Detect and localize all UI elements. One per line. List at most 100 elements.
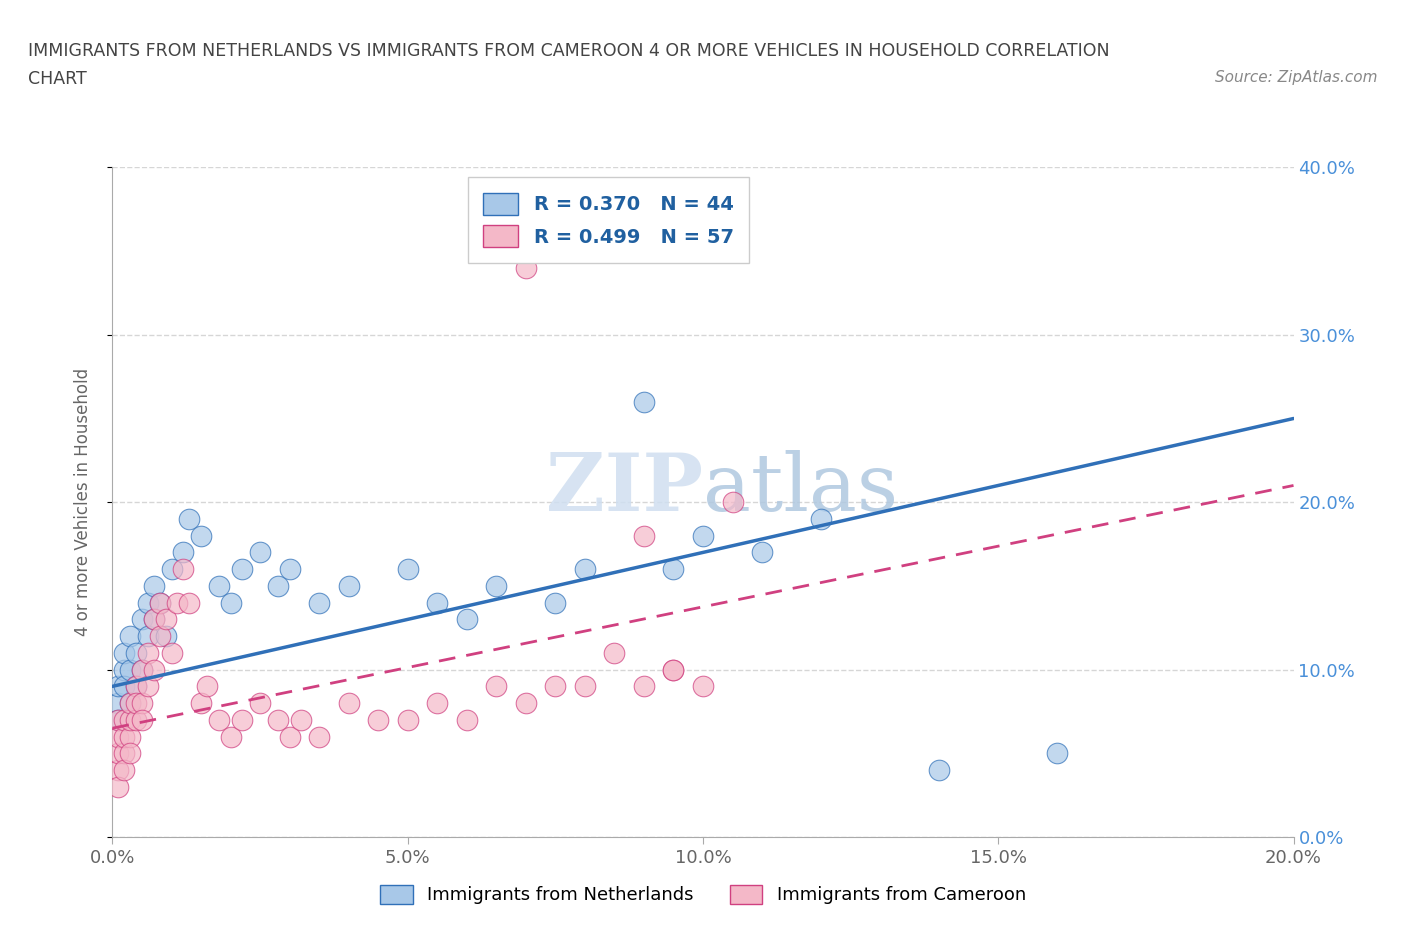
Point <box>136 645 159 660</box>
Point <box>107 729 129 744</box>
Point <box>120 629 142 644</box>
Point <box>107 712 129 727</box>
Point <box>107 779 129 794</box>
Point <box>574 679 596 694</box>
Point <box>290 712 312 727</box>
Point <box>267 578 290 593</box>
Point <box>515 260 537 275</box>
Point <box>721 495 744 510</box>
Point <box>219 595 242 610</box>
Point <box>308 595 330 610</box>
Point <box>112 763 135 777</box>
Point <box>456 712 478 727</box>
Point <box>396 712 419 727</box>
Point <box>142 662 165 677</box>
Text: atlas: atlas <box>703 450 898 528</box>
Point <box>120 662 142 677</box>
Point <box>337 578 360 593</box>
Point <box>172 562 194 577</box>
Point <box>249 696 271 711</box>
Point <box>179 595 201 610</box>
Point <box>149 629 172 644</box>
Point <box>692 528 714 543</box>
Y-axis label: 4 or more Vehicles in Household: 4 or more Vehicles in Household <box>73 368 91 636</box>
Point <box>107 763 129 777</box>
Point <box>396 562 419 577</box>
Point <box>142 612 165 627</box>
Point <box>125 645 148 660</box>
Point <box>692 679 714 694</box>
Point <box>751 545 773 560</box>
Point <box>136 595 159 610</box>
Text: ZIP: ZIP <box>546 450 703 528</box>
Point <box>426 696 449 711</box>
Point <box>190 528 212 543</box>
Point <box>131 696 153 711</box>
Point <box>231 562 253 577</box>
Point <box>515 696 537 711</box>
Point <box>112 679 135 694</box>
Point <box>219 729 242 744</box>
Point <box>125 679 148 694</box>
Point <box>142 578 165 593</box>
Text: Source: ZipAtlas.com: Source: ZipAtlas.com <box>1215 70 1378 85</box>
Point <box>278 729 301 744</box>
Point <box>136 679 159 694</box>
Point <box>267 712 290 727</box>
Point <box>179 512 201 526</box>
Point <box>1046 746 1069 761</box>
Point <box>107 746 129 761</box>
Point <box>160 645 183 660</box>
Point <box>112 746 135 761</box>
Point <box>107 696 129 711</box>
Point <box>107 712 129 727</box>
Point <box>633 679 655 694</box>
Point <box>120 729 142 744</box>
Point <box>485 679 508 694</box>
Point <box>367 712 389 727</box>
Text: IMMIGRANTS FROM NETHERLANDS VS IMMIGRANTS FROM CAMEROON 4 OR MORE VEHICLES IN HO: IMMIGRANTS FROM NETHERLANDS VS IMMIGRANT… <box>28 42 1109 60</box>
Point <box>149 595 172 610</box>
Point <box>112 645 135 660</box>
Point <box>249 545 271 560</box>
Point <box>107 679 129 694</box>
Point <box>155 612 177 627</box>
Legend: Immigrants from Netherlands, Immigrants from Cameroon: Immigrants from Netherlands, Immigrants … <box>373 878 1033 911</box>
Point <box>231 712 253 727</box>
Point <box>131 612 153 627</box>
Point <box>155 629 177 644</box>
Point <box>172 545 194 560</box>
Point <box>120 696 142 711</box>
Point <box>112 712 135 727</box>
Point <box>662 662 685 677</box>
Point <box>337 696 360 711</box>
Point <box>208 578 231 593</box>
Point <box>112 662 135 677</box>
Point <box>125 712 148 727</box>
Point <box>544 595 567 610</box>
Point <box>112 729 135 744</box>
Point <box>662 562 685 577</box>
Point <box>136 629 159 644</box>
Point <box>160 562 183 577</box>
Point <box>120 712 142 727</box>
Point <box>208 712 231 727</box>
Point <box>662 662 685 677</box>
Point <box>633 528 655 543</box>
Point <box>131 712 153 727</box>
Text: CHART: CHART <box>28 70 87 87</box>
Point <box>810 512 832 526</box>
Point <box>603 645 626 660</box>
Point <box>633 394 655 409</box>
Point <box>278 562 301 577</box>
Point <box>456 612 478 627</box>
Point <box>544 679 567 694</box>
Point <box>125 696 148 711</box>
Point <box>426 595 449 610</box>
Point <box>485 578 508 593</box>
Point <box>120 746 142 761</box>
Point <box>131 662 153 677</box>
Point <box>166 595 188 610</box>
Legend: R = 0.370   N = 44, R = 0.499   N = 57: R = 0.370 N = 44, R = 0.499 N = 57 <box>468 177 749 263</box>
Point <box>190 696 212 711</box>
